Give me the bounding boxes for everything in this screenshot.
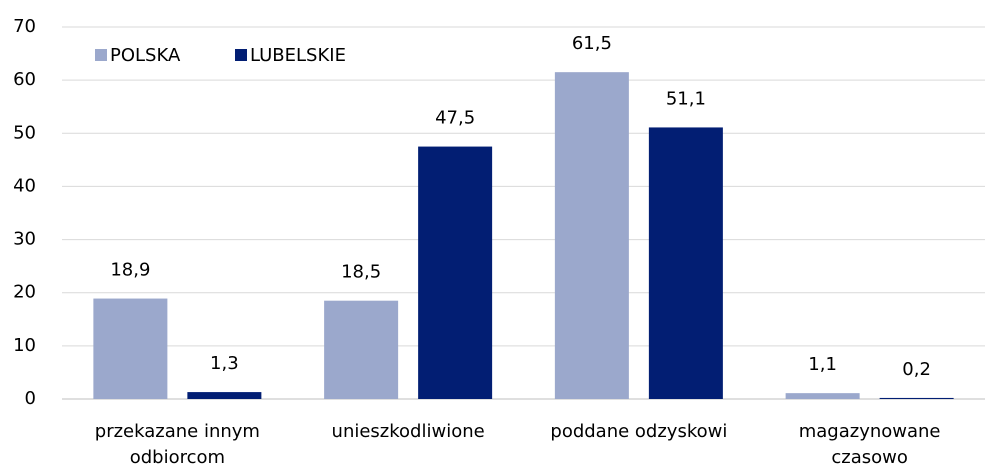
y-tick-label: 50 [13, 122, 36, 143]
bar [324, 300, 399, 399]
data-label: 1,1 [808, 354, 837, 375]
y-tick-label: 60 [13, 69, 36, 90]
x-tick-label: przekazane innym odbiorcom [95, 421, 260, 467]
bar [93, 298, 168, 399]
data-label: 1,3 [210, 353, 239, 374]
data-label: 18,9 [110, 260, 150, 281]
data-label: 61,5 [572, 33, 612, 54]
x-tick-label: magazynowane czasowo [799, 421, 941, 467]
legend-swatch [235, 49, 247, 61]
y-tick-label: 30 [13, 229, 36, 250]
y-tick-label: 70 [13, 16, 36, 37]
bar [785, 393, 860, 399]
legend-label: LUBELSKIE [250, 45, 346, 66]
y-tick-label: 40 [13, 175, 36, 196]
data-label: 18,5 [341, 262, 381, 283]
bar [187, 392, 262, 399]
bar [879, 397, 954, 399]
x-tick-label: unieszkodliwione [332, 421, 485, 442]
bar [648, 127, 723, 399]
data-label: 51,1 [666, 88, 706, 109]
y-tick-label: 0 [25, 388, 36, 409]
y-tick-label: 20 [13, 282, 36, 303]
data-label: 0,2 [902, 359, 931, 380]
legend-swatch [95, 49, 107, 61]
y-tick-label: 10 [13, 335, 36, 356]
legend-label: POLSKA [110, 45, 181, 66]
data-label: 47,5 [435, 108, 475, 129]
bar [554, 72, 629, 400]
x-tick-label: poddane odzyskowi [550, 421, 727, 442]
bar [418, 146, 493, 399]
